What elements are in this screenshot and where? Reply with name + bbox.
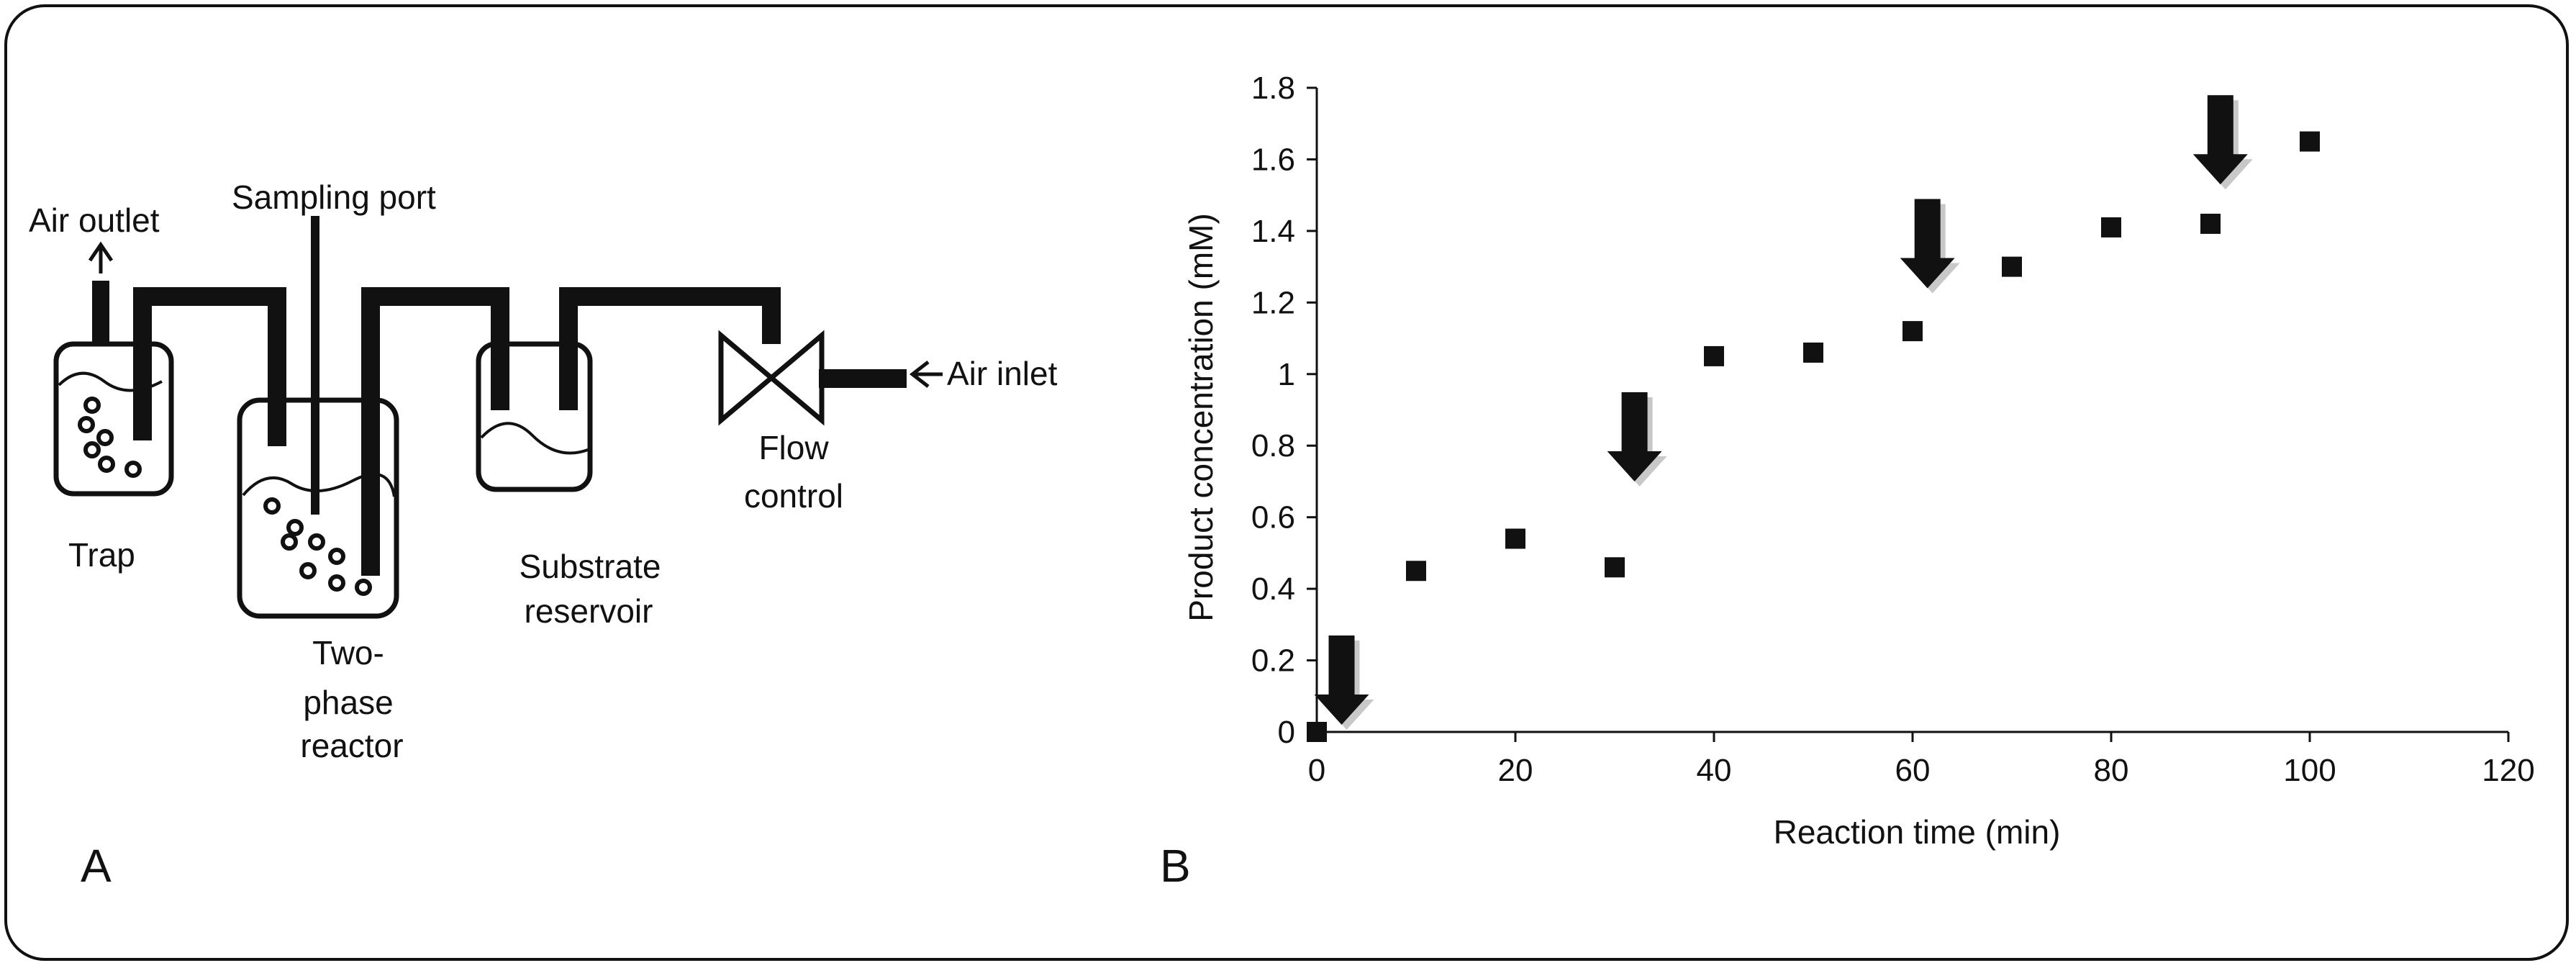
x-tick-label: 60 — [1895, 753, 1931, 788]
down-arrow — [1607, 392, 1667, 487]
air-inlet-arrow — [909, 361, 943, 388]
panel-b-label: B — [1160, 840, 1191, 892]
data-point — [1605, 557, 1625, 578]
y-tick-label: 0.8 — [1251, 428, 1295, 463]
down-arrow-shape — [2192, 95, 2248, 185]
data-point — [1803, 342, 1823, 363]
pipe-reservoir-to-reactor — [361, 287, 509, 576]
data-point — [2002, 256, 2022, 277]
outlet-pipe — [92, 281, 109, 345]
substrate-label-line1: Substrate — [520, 548, 661, 585]
substrate-label-line2: reservoir — [525, 592, 653, 630]
y-tick-label: 1 — [1278, 357, 1295, 392]
y-tick-label: 1.8 — [1251, 71, 1295, 106]
addition-arrows — [1314, 95, 2253, 730]
chart-panel: 0 0.2 0.4 0.6 0.8 1 1.2 1.4 1.6 1.8 0 20 40 60 80 100 1… — [1160, 71, 2535, 892]
y-tick-labels: 0 0.2 0.4 0.6 0.8 1 1.2 1.4 1.6 1.8 — [1251, 71, 1295, 750]
trap-vessel — [53, 341, 174, 497]
sampling-port-label: Sampling port — [232, 178, 436, 216]
reservoir-liquid-surface — [480, 422, 589, 455]
data-point — [2200, 213, 2221, 234]
x-tick-label: 40 — [1697, 753, 1732, 788]
data-point — [1704, 345, 1724, 366]
data-point — [2300, 131, 2320, 152]
chart-axes — [1307, 86, 2510, 742]
air-outlet-arrow — [88, 241, 114, 273]
x-axis-label: Reaction time (min) — [1774, 813, 2061, 851]
reactor-label-line2: phase — [303, 684, 393, 721]
down-arrow-shape — [1900, 199, 1955, 289]
down-arrow — [2192, 95, 2253, 190]
pipe-flow-to-reservoir — [559, 287, 781, 410]
down-arrow-shape — [1607, 392, 1662, 481]
apparatus-diagram: Air outlet Sampling port — [29, 178, 1058, 892]
reactor-label-line3: reactor — [300, 727, 403, 764]
flow-control-label-line2: control — [744, 477, 843, 515]
data-point — [1307, 722, 1327, 742]
y-tick-label: 0 — [1278, 715, 1295, 750]
flow-control-valve — [718, 330, 825, 426]
figure-frame — [4, 4, 2569, 961]
y-tick-label: 1.2 — [1251, 285, 1295, 320]
x-tick-label: 120 — [2482, 753, 2534, 788]
trap-bubbles — [78, 397, 142, 478]
y-tick-label: 0.6 — [1251, 500, 1295, 535]
down-arrow — [1900, 199, 1960, 294]
pipe-trap-to-reactor — [133, 287, 286, 446]
data-point — [1902, 321, 1923, 342]
x-tick-label: 100 — [2283, 753, 2336, 788]
trap-label: Trap — [68, 536, 135, 574]
x-tick-label: 20 — [1498, 753, 1533, 788]
flow-control-label-line1: Flow — [758, 429, 829, 466]
air-outlet-label: Air outlet — [29, 202, 160, 239]
air-inlet-pipe — [819, 369, 907, 388]
y-tick-label: 1.4 — [1251, 214, 1295, 249]
y-tick-label: 0.2 — [1251, 643, 1295, 679]
substrate-reservoir-vessel — [476, 341, 593, 492]
x-tick-labels: 0 20 40 60 80 100 120 — [1308, 753, 2535, 788]
data-point — [2101, 217, 2121, 238]
reactor-bubbles — [263, 497, 372, 596]
down-arrow-shape — [1314, 635, 1369, 725]
down-arrow — [1314, 635, 1374, 730]
reactor-label-line1: Two- — [312, 634, 384, 671]
data-point — [1406, 561, 1426, 582]
y-tick-label: 0.4 — [1251, 571, 1295, 607]
x-tick-label: 80 — [2094, 753, 2129, 788]
x-tick-label: 0 — [1308, 753, 1325, 788]
sampling-port-tube — [311, 216, 319, 515]
data-points — [1307, 131, 2320, 742]
y-tick-label: 1.6 — [1251, 142, 1295, 177]
panel-a-label: A — [81, 840, 112, 892]
data-point — [1505, 528, 1525, 549]
y-axis-label: Product concentration (mM) — [1182, 213, 1220, 622]
air-inlet-label: Air inlet — [947, 355, 1058, 392]
